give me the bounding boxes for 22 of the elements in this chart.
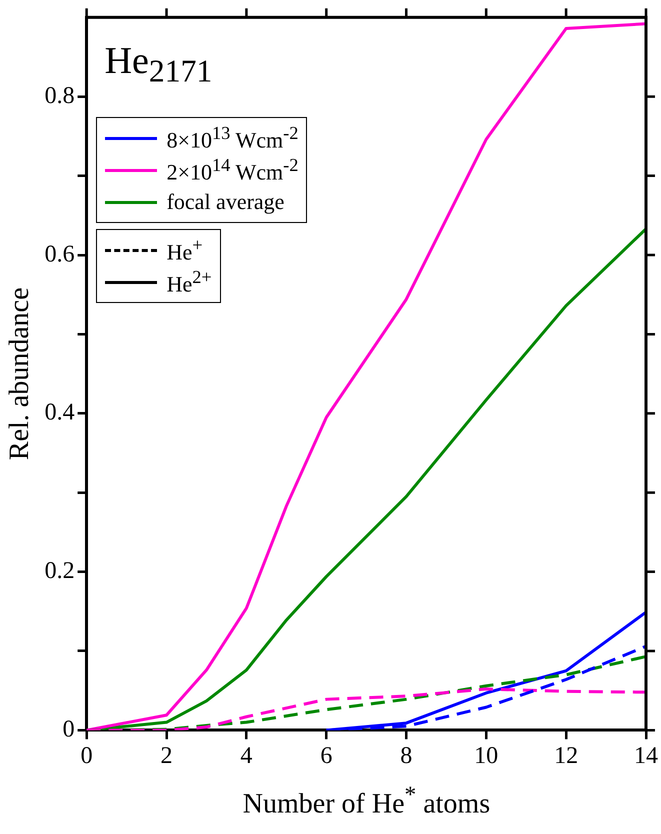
- annotation: He$^{2+}$: [166, 266, 212, 298]
- x-tick-label: 2: [160, 742, 173, 769]
- legend-label: focal average: [166, 189, 284, 216]
- y-tick-label: 0.4: [44, 400, 75, 426]
- x-tick-label: 8: [400, 742, 412, 769]
- x-tick-label: 4: [240, 742, 252, 769]
- y-tick-label: 0.2: [44, 558, 75, 584]
- x-tick-label: 10: [474, 742, 498, 769]
- x-tick-label: 6: [320, 742, 332, 769]
- text: He$_{2171}$: [104, 39, 212, 90]
- annotation: He$^{+}$: [166, 234, 203, 266]
- x-tick-label: 14: [634, 742, 658, 769]
- y-tick-label: 0.6: [44, 241, 75, 268]
- y-tick-label: 0.8: [44, 82, 75, 109]
- x-tick-label: 12: [554, 742, 578, 769]
- style-key: He$^{+}$ He$^{2+}$: [96, 229, 221, 303]
- x-tick-label: 0: [80, 742, 93, 769]
- x-axis-title: Number of He$^{*}$ atoms: [242, 782, 490, 821]
- legend-label: 8×10$^{13}$ Wcm$^{-2}$: [166, 123, 298, 154]
- y-axis-title: Rel. abundance: [4, 288, 36, 460]
- y-tick-label: 0: [62, 716, 75, 742]
- legend-label: 2×10$^{14}$ Wcm$^{-2}$: [166, 155, 298, 186]
